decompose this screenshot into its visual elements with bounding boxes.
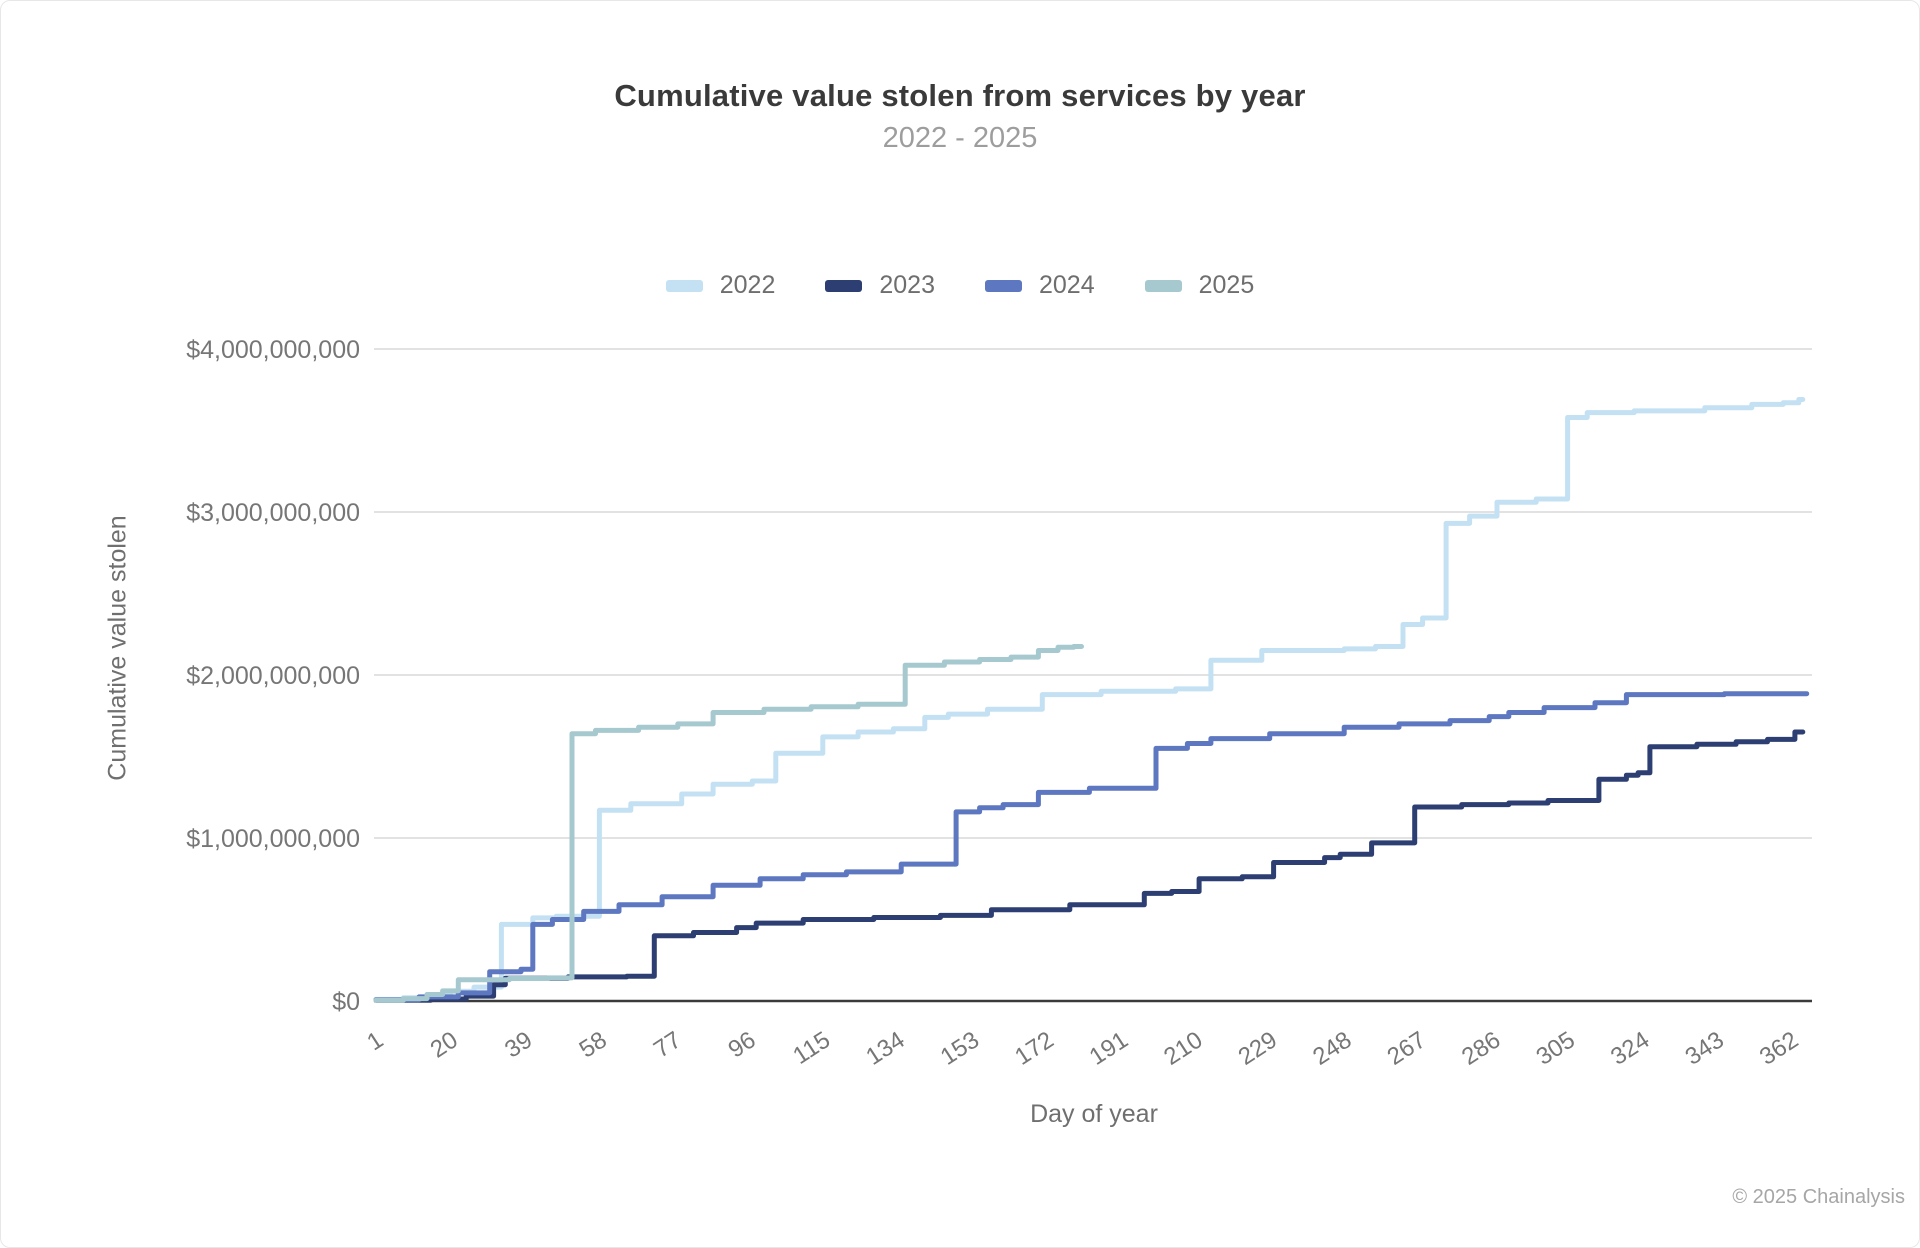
legend-label: 2023 bbox=[879, 271, 935, 299]
legend: 2022 2023 2024 2025 bbox=[0, 271, 1920, 300]
x-tick-label: 20 bbox=[426, 1026, 463, 1063]
x-tick-label: 115 bbox=[788, 1026, 835, 1069]
chart-title: Cumulative value stolen from services by… bbox=[614, 78, 1306, 113]
x-axis-title: Day of year bbox=[1030, 1100, 1158, 1128]
legend-label: 2022 bbox=[719, 271, 776, 299]
y-tick-label: $2,000,000,000 bbox=[186, 662, 360, 690]
copyright-notice: © 2025 Chainalysis bbox=[1732, 1186, 1905, 1208]
x-tick-label: 172 bbox=[1010, 1026, 1058, 1070]
x-tick-label: 229 bbox=[1234, 1026, 1282, 1070]
x-tick-label: 77 bbox=[649, 1026, 686, 1063]
x-tick-label: 286 bbox=[1457, 1026, 1505, 1070]
legend-swatch-2025 bbox=[1144, 279, 1182, 292]
x-tick-label: 248 bbox=[1308, 1026, 1356, 1070]
legend-item-2025[interactable]: 2025 bbox=[1144, 271, 1255, 300]
x-tick-label: 343 bbox=[1681, 1026, 1729, 1070]
x-tick-label: 267 bbox=[1383, 1026, 1431, 1070]
legend-swatch-2024 bbox=[985, 279, 1022, 292]
legend-item-2023[interactable]: 2023 bbox=[825, 271, 935, 300]
y-tick-label: $1,000,000,000 bbox=[186, 825, 360, 853]
legend-swatch-2022 bbox=[665, 279, 703, 292]
series-line-2023 bbox=[373, 729, 1806, 1003]
series-line-2025 bbox=[373, 644, 1084, 1003]
x-tick-label: 191 bbox=[1085, 1026, 1133, 1070]
legend-item-2024[interactable]: 2024 bbox=[985, 271, 1095, 300]
x-tick-label: 39 bbox=[500, 1026, 537, 1063]
y-tick-label: $0 bbox=[332, 988, 360, 1016]
legend-label: 2025 bbox=[1198, 271, 1255, 299]
y-tick-label: $3,000,000,000 bbox=[186, 499, 360, 527]
chart-subtitle: 2022 - 2025 bbox=[882, 122, 1038, 154]
series-line-2024 bbox=[373, 691, 1810, 1003]
x-tick-label: 134 bbox=[861, 1026, 909, 1070]
x-tick-label: 362 bbox=[1755, 1026, 1803, 1070]
legend-label: 2024 bbox=[1039, 271, 1095, 299]
x-tick-label: 153 bbox=[936, 1026, 984, 1070]
legend-swatch-2023 bbox=[825, 279, 863, 292]
y-axis-title: Cumulative value stolen bbox=[103, 515, 132, 781]
x-tick-label: 96 bbox=[724, 1026, 761, 1063]
legend-item-2022[interactable]: 2022 bbox=[665, 271, 776, 300]
x-tick-label: 1 bbox=[362, 1026, 388, 1056]
x-tick-label: 210 bbox=[1159, 1026, 1207, 1070]
x-tick-label: 324 bbox=[1606, 1026, 1654, 1070]
y-tick-label: $4,000,000,000 bbox=[186, 336, 360, 364]
x-tick-label: 58 bbox=[575, 1026, 612, 1063]
x-tick-label: 305 bbox=[1532, 1026, 1580, 1070]
